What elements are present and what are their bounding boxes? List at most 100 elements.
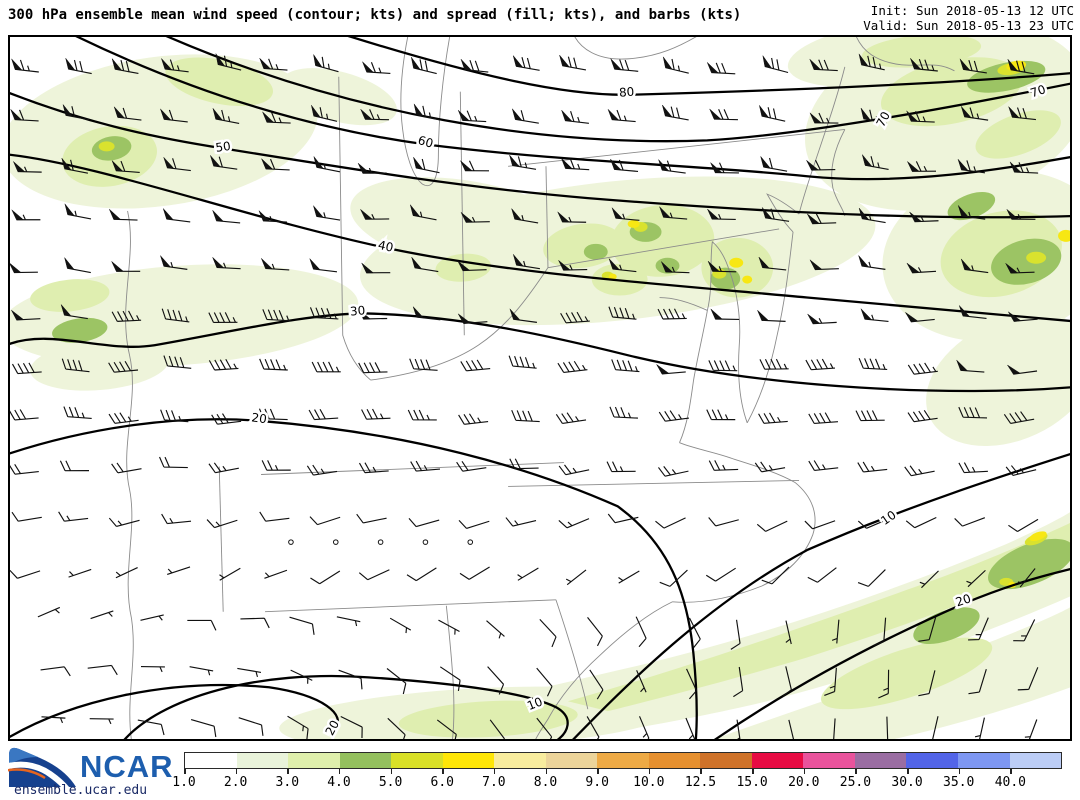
wind-barb-icon	[187, 619, 217, 631]
wind-barb-icon	[259, 511, 290, 522]
wind-barb-pennant	[512, 108, 523, 121]
wind-barb-pennant	[561, 157, 573, 169]
wind-barb-icon	[111, 462, 142, 474]
colorbar-segment	[751, 753, 804, 768]
wind-barb-icon	[108, 360, 139, 373]
contour-20	[10, 683, 339, 739]
wind-barb-pennant	[411, 57, 421, 71]
wind-barb-pennant	[1005, 263, 1019, 274]
wind-barb-icon	[824, 667, 837, 696]
colorbar-tick	[338, 769, 341, 774]
wind-barb-icon	[338, 669, 363, 690]
wind-barb-icon	[140, 614, 164, 621]
wind-barb-icon	[609, 406, 638, 419]
colorbar-tick-label: 20.0	[788, 775, 820, 790]
wind-barb-icon	[558, 518, 590, 529]
init-time: Init: Sun 2018-05-13 12 UTC	[870, 3, 1074, 18]
wind-barb-icon	[206, 519, 238, 529]
wind-barb-pennant	[906, 110, 919, 122]
wind-barb-icon	[358, 462, 389, 474]
wind-barb-icon	[754, 461, 786, 473]
wind-barb-icon	[262, 309, 291, 322]
wind-barb-pennant	[161, 58, 173, 71]
coastline	[679, 442, 796, 483]
wind-barb-icon	[258, 408, 288, 421]
wind-barb-icon	[190, 719, 217, 738]
wind-barb-icon	[219, 567, 241, 581]
wind-barb-pennant	[11, 309, 25, 321]
colorbar: 1.0 2.0 3.0 4.0 5.0 6.0 7.0 8.0 9.0 10.0 12.5 15.0 2…	[172, 752, 1062, 798]
wind-barb-icon	[736, 719, 741, 739]
colorbar-segment	[185, 753, 237, 768]
wind-barb-icon	[458, 413, 489, 425]
wind-barb-pennant	[360, 209, 373, 220]
wind-barb-pennant	[1009, 161, 1022, 173]
colorbar-segment	[494, 753, 546, 768]
wind-barb-icon	[618, 570, 640, 584]
wind-barb-icon	[505, 517, 537, 527]
wind-barb-icon	[785, 620, 792, 645]
wind-barb-pennant	[457, 313, 472, 324]
wind-barb-icon	[708, 360, 738, 372]
wind-barb-icon	[63, 406, 92, 419]
wind-barb-pennant	[411, 256, 423, 270]
wind-barb-pennant	[960, 258, 973, 271]
wind-barb-pennant	[907, 161, 920, 172]
geography-layer	[125, 37, 955, 739]
wind-barb-icon	[509, 458, 539, 470]
contour-label-30: 30	[349, 303, 365, 318]
wind-barb-pennant	[1008, 106, 1020, 119]
wind-barb-icon	[161, 308, 190, 323]
wind-barb-pennant	[910, 58, 922, 70]
wind-barb-icon	[788, 719, 795, 739]
wind-barb-pennant	[809, 259, 823, 270]
calm-wind-icon	[288, 539, 294, 545]
colorbar-tick-label: 8.0	[533, 775, 558, 790]
wind-barb-pennant	[511, 208, 523, 221]
wind-barb-layer	[10, 53, 1039, 739]
wind-barb-pennant	[111, 58, 123, 71]
colorbar-tick-label: 6.0	[430, 775, 454, 790]
wind-barb-pennant	[460, 59, 473, 71]
colorbar-tick	[493, 769, 496, 774]
wind-barb-icon	[974, 717, 985, 739]
wind-barb-icon	[287, 715, 309, 739]
wind-barb-pennant	[807, 313, 821, 324]
wind-barb-icon	[560, 311, 590, 324]
wind-barb-pennant	[358, 309, 371, 320]
wind-barb-icon	[657, 466, 689, 477]
wind-barb-icon	[708, 460, 739, 471]
colorbar-tick-label: 5.0	[378, 775, 403, 790]
wind-barb-pennant	[212, 210, 224, 222]
contour-label-80: 80	[619, 85, 635, 100]
wind-barb-icon	[160, 409, 189, 423]
wind-barb-icon	[389, 617, 412, 634]
wind-barb-icon	[688, 617, 701, 649]
wind-barb-icon	[756, 520, 788, 532]
colorbar-tick-label: 10.0	[633, 775, 665, 790]
wind-barb-pennant	[513, 254, 524, 267]
wind-barb-icon	[408, 517, 440, 528]
wind-barb-pennant	[1006, 209, 1020, 220]
wind-barb-icon	[808, 460, 839, 471]
wind-barb-icon	[406, 567, 437, 582]
wind-barb-icon	[733, 666, 744, 698]
wind-barb-icon	[589, 669, 604, 700]
wind-barb-icon	[878, 669, 890, 699]
colorbar-segment	[442, 753, 495, 768]
wind-barb-pennant	[413, 103, 424, 117]
wind-barb-icon	[758, 412, 788, 424]
ncar-logo-icon	[8, 747, 76, 788]
wind-barb-icon	[1013, 619, 1036, 642]
wind-barb-pennant	[111, 261, 124, 272]
wind-barb-pennant	[659, 206, 671, 218]
wind-barb-pennant	[309, 258, 321, 271]
colorbar-tick	[752, 769, 754, 774]
wind-barb-pennant	[64, 203, 75, 217]
wind-barb-pennant	[958, 305, 971, 317]
wind-barb-icon	[108, 412, 139, 424]
wind-barb-icon	[409, 358, 438, 371]
wind-barb-pennant	[761, 207, 773, 220]
wind-barb-icon	[966, 569, 986, 588]
wind-barb-pennant	[261, 158, 274, 170]
